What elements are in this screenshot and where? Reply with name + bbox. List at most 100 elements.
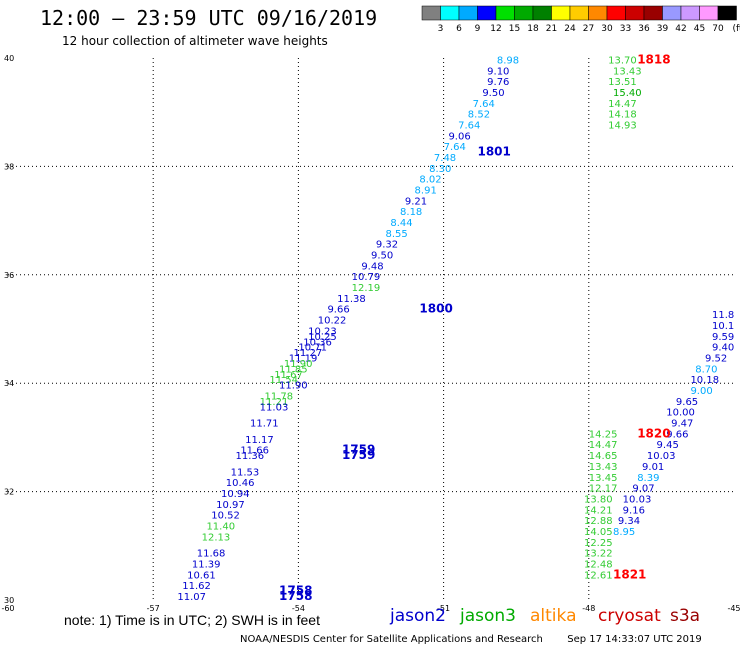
wave-height-value: 14.25 xyxy=(589,429,618,440)
wave-height-value: 13.45 xyxy=(589,473,618,484)
colorbar-swatch xyxy=(643,5,663,21)
wave-height-value: 11.19 xyxy=(289,354,318,365)
wave-height-value: 9.66 xyxy=(666,429,688,440)
wave-height-value: 13.22 xyxy=(584,549,613,560)
timestamp: Sep 17 14:33:07 UTC 2019 xyxy=(567,634,702,645)
wave-height-value: 11.66 xyxy=(240,446,269,457)
wave-height-value: 9.45 xyxy=(657,440,679,451)
footer-note: note: 1) Time is in UTC; 2) SWH is in fe… xyxy=(64,612,320,628)
colorbar-swatch xyxy=(440,5,460,21)
wave-height-value: 10.03 xyxy=(647,451,676,462)
wave-height-value: 13.70 xyxy=(608,55,637,66)
wave-height-value: 12.61 xyxy=(584,570,613,581)
lon-tick-label: -51 xyxy=(437,604,450,613)
colorbar-label: 30 xyxy=(601,24,613,34)
wave-height-value: 11.53 xyxy=(231,467,260,478)
wave-height-value: 14.65 xyxy=(589,451,618,462)
colorbar-label: 6 xyxy=(456,24,462,34)
wave-height-value: 9.07 xyxy=(632,484,654,495)
wave-height-value: 9.47 xyxy=(671,419,693,430)
wave-height-value: 7.64 xyxy=(473,99,495,110)
wave-height-value: 12.17 xyxy=(589,484,618,495)
pass-time-label: 1801 xyxy=(477,145,510,159)
colorbar-swatch xyxy=(699,5,719,21)
colorbar-label: 27 xyxy=(583,24,594,34)
wave-height-value: 11.62 xyxy=(182,581,211,592)
pass-time-label: 1758 xyxy=(279,584,312,598)
wave-height-value: 14.93 xyxy=(608,120,637,131)
wave-height-value: 8.52 xyxy=(468,110,490,121)
lon-tick-label: -60 xyxy=(1,604,14,613)
wave-height-value: 10.00 xyxy=(666,408,695,419)
colorbar-swatch xyxy=(569,5,589,21)
colorbar-label: 12 xyxy=(490,24,501,34)
wave-height-value: 13.43 xyxy=(589,462,618,473)
colorbar-label: 24 xyxy=(564,24,576,34)
wave-height-value: 10.97 xyxy=(216,500,245,511)
wave-height-value: 9.34 xyxy=(618,516,640,527)
wave-height-value: 9.00 xyxy=(690,386,712,397)
colorbar-label: 9 xyxy=(475,24,481,34)
track-jason3-se: 14.2514.4714.6513.4313.4512.1713.8014.21… xyxy=(584,429,617,581)
wave-height-value: 11.21 xyxy=(260,397,289,408)
lon-tick-label: -45 xyxy=(727,604,740,613)
track-jason3-mid: 11.9011.8511.6711.5411.9011.7811.2111.03… xyxy=(177,359,312,603)
pass-time-label: 1758 xyxy=(279,589,312,603)
credit-line: NOAA/NESDIS Center for Satellite Applica… xyxy=(240,634,702,645)
wave-height-value: 11.40 xyxy=(206,522,235,533)
wave-height-value: 10.18 xyxy=(690,375,719,386)
wave-height-value: 8.39 xyxy=(637,473,659,484)
wave-height-value: 11.54 xyxy=(269,375,298,386)
colorbar-swatch xyxy=(717,5,737,21)
colorbar-swatch xyxy=(532,5,552,21)
colorbar-swatch xyxy=(477,5,497,21)
wave-height-value: 12.25 xyxy=(584,538,613,549)
legend-s3a: s3a xyxy=(670,606,701,626)
wave-height-value: 14.18 xyxy=(608,110,637,121)
wave-height-value: 11.39 xyxy=(192,559,221,570)
colorbar-swatch xyxy=(551,5,571,21)
wave-height-value: 13.43 xyxy=(613,66,642,77)
page-subtitle: 12 hour collection of altimeter wave hei… xyxy=(62,34,328,48)
wave-height-value: 9.06 xyxy=(448,131,470,142)
wave-height-value: 11.07 xyxy=(177,592,206,603)
wave-height-value: 8.30 xyxy=(429,164,451,175)
legend-altika: altika xyxy=(530,606,577,626)
pass-time-label: 1821 xyxy=(613,567,646,581)
wave-height-value: 12.48 xyxy=(584,559,613,570)
lat-tick-label: 30 xyxy=(4,596,14,605)
map-grid: -60 -57 -54 -51 -48 -45 30 32 34 36 38 40 xyxy=(1,54,740,613)
wave-height-value: 13.80 xyxy=(584,494,613,505)
wave-height-value: 8.44 xyxy=(390,218,412,229)
colorbar-label: 45 xyxy=(694,24,705,34)
colorbar-label: 3 xyxy=(438,24,444,34)
wave-height-value: 8.91 xyxy=(415,186,437,197)
credit-text: NOAA/NESDIS Center for Satellite Applica… xyxy=(240,634,543,645)
pass-time-label: 1759 xyxy=(342,448,375,462)
wave-height-value: 7.64 xyxy=(458,120,480,131)
wave-height-value: 11.03 xyxy=(260,402,289,413)
wave-height-value: 11.90 xyxy=(284,359,313,370)
pass-time-label: 1800 xyxy=(419,302,452,316)
wave-height-value: 9.48 xyxy=(361,261,383,272)
wave-height-value: 10.46 xyxy=(226,478,255,489)
wave-height-value: 9.10 xyxy=(487,66,509,77)
wave-height-value: 7.64 xyxy=(444,142,466,153)
wave-height-value: 14.47 xyxy=(589,440,618,451)
lat-tick-label: 40 xyxy=(4,54,14,63)
wave-height-value: 9.16 xyxy=(623,505,645,516)
colorbar-label: 36 xyxy=(638,24,650,34)
wave-height-value: 11.78 xyxy=(265,391,294,402)
wave-height-value: 11.90 xyxy=(279,381,308,392)
altimeter-tracks: 8.989.109.769.507.648.527.649.067.647.48… xyxy=(177,55,734,603)
wave-height-value: 15.40 xyxy=(613,88,642,99)
wave-height-value: 8.98 xyxy=(497,55,519,66)
pass-time-label: 1820 xyxy=(637,426,670,440)
pass-time-label: 1818 xyxy=(637,52,670,66)
wave-height-value: 9.50 xyxy=(371,251,393,262)
wave-height-value: 8.95 xyxy=(613,527,635,538)
colorbar-swatch xyxy=(458,5,478,21)
